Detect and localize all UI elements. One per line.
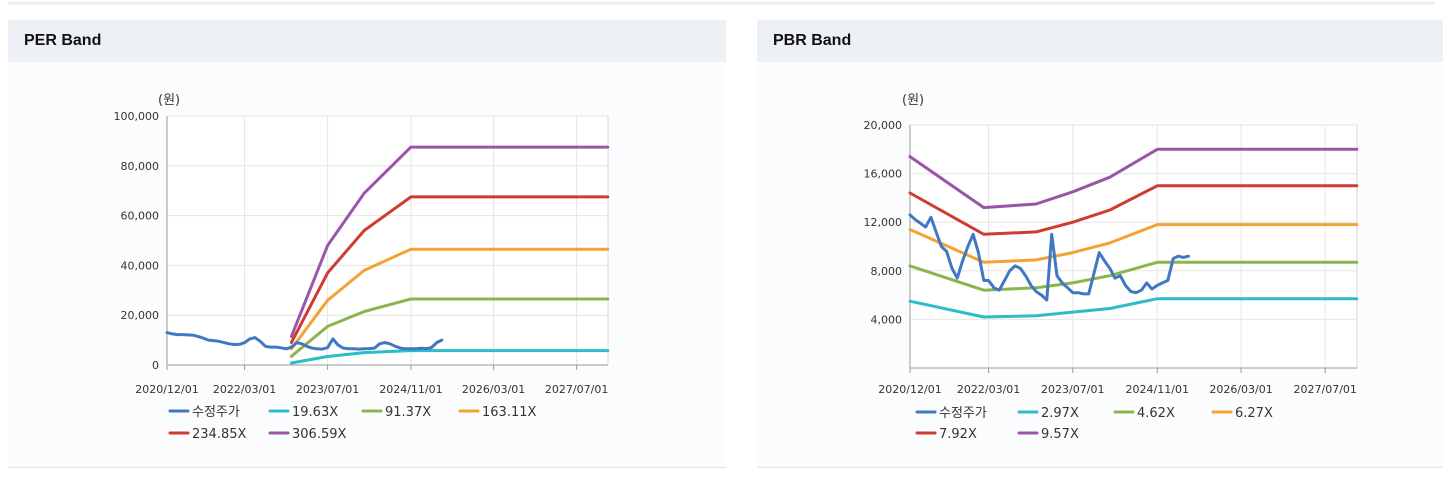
y-tick-label: 60,000 [121,210,160,223]
y-unit-label: (원) [902,93,924,108]
plot-area [166,115,609,366]
x-tick-label: 2027/07/01 [545,383,608,396]
legend-label: 19.63X [292,405,338,420]
legend-label: 163.11X [482,405,536,420]
x-tick-label: 2026/03/01 [1209,383,1272,396]
y-tick-label: 100,000 [114,110,160,123]
legend-label: 306.59X [292,427,346,442]
per-band-panel: PER Band (원) 0 20,000 40,000 60,000 80,000 100… [8,20,726,468]
panel-title: PBR Band [757,20,1443,62]
legend-label: 4.62X [1137,406,1175,421]
series-line-306.59X [289,145,610,338]
y-tick-label: 80,000 [121,160,160,173]
legend-label: 234.85X [192,427,246,442]
legend-label: 수정주가 [192,405,240,420]
x-tick-label: 2023/07/01 [1041,383,1104,396]
x-tick-label: 2026/03/01 [462,383,525,396]
series-line-234.85X [289,195,610,345]
series-line-19.63X [289,349,610,365]
plot-area [909,124,1358,369]
x-tick-label: 2027/07/01 [1294,383,1357,396]
legend-label: 9.57X [1041,427,1079,442]
series-line-9.57X [908,147,1359,210]
series-line-수정주가 [908,213,1190,302]
y-tick-label: 40,000 [121,259,160,272]
series-line-7.92X [908,184,1359,236]
series-line-4.62X [908,260,1359,292]
y-tick-label: 16,000 [864,168,903,181]
legend-label: 2.97X [1041,406,1079,421]
series-line-91.37X [289,297,610,358]
series-line-163.11X [289,247,610,351]
legend-label: 6.27X [1235,406,1273,421]
legend-label: 91.37X [385,405,431,420]
y-tick-label: 20,000 [121,309,160,322]
x-tick-label: 2022/03/01 [213,383,276,396]
y-tick-label: 20,000 [864,119,903,132]
legend-label: 7.92X [939,427,977,442]
x-tick-label: 2024/11/01 [379,383,442,396]
top-divider [8,2,1435,5]
x-tick-label: 2020/12/01 [878,383,941,396]
x-tick-label: 2020/12/01 [135,383,198,396]
series-line-수정주가 [165,331,444,351]
series-line-2.97X [908,297,1359,319]
y-tick-label: 4,000 [871,313,903,326]
x-tick-label: 2022/03/01 [957,383,1020,396]
panel-title: PER Band [8,20,726,62]
y-tick-label: 0 [152,359,159,372]
y-tick-label: 12,000 [864,216,903,229]
x-tick-label: 2023/07/01 [296,383,359,396]
per-band-chart: (원) 0 20,000 40,000 60,000 80,000 100,000 2020/… [114,93,610,442]
legend-label: 수정주가 [939,406,987,421]
x-tick-label: 2024/11/01 [1126,383,1189,396]
y-unit-label: (원) [158,93,180,108]
series-line-6.27X [908,223,1359,264]
y-tick-label: 8,000 [871,265,903,278]
pbr-band-panel: PBR Band (원) 4,000 8,000 12,000 16,000 20,000… [757,20,1443,468]
pbr-band-chart: (원) 4,000 8,000 12,000 16,000 20,000 2020/12/0… [864,93,1359,442]
